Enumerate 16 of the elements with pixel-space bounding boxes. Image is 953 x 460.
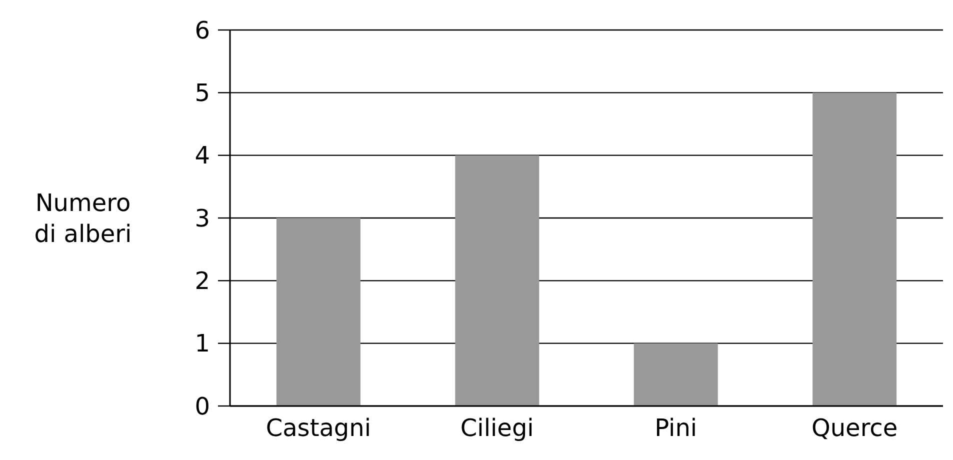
bar	[455, 155, 540, 406]
y-axis-title: Numero di alberi	[34, 188, 132, 248]
x-tick-label: Pini	[654, 414, 698, 442]
x-tick-label: Castagni	[266, 414, 372, 442]
y-tick-label: 6	[194, 16, 210, 44]
y-tick-label: 1	[194, 330, 210, 358]
x-tick-label: Querce	[811, 414, 898, 442]
bar	[812, 92, 897, 406]
y-tick-label: 2	[194, 267, 210, 296]
bar	[276, 218, 360, 406]
x-tick-label: Ciliegi	[460, 414, 534, 442]
bar	[634, 343, 718, 406]
y-tick-label: 0	[194, 392, 210, 420]
y-tick-label: 4	[194, 142, 210, 170]
y-tick-label: 3	[194, 204, 210, 232]
y-tick-label: 5	[194, 79, 210, 108]
